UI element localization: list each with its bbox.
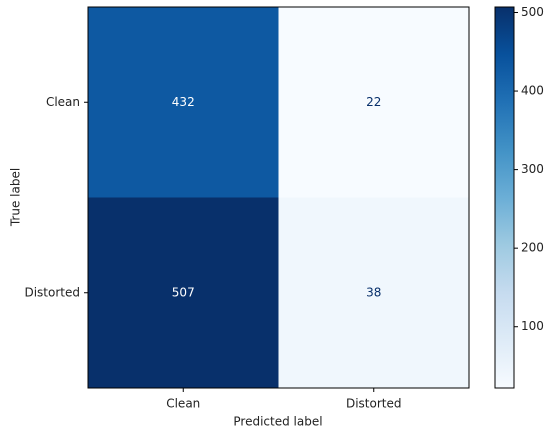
x-tick-label: Clean	[166, 397, 200, 411]
cell-value: 38	[366, 285, 381, 299]
x-axis-label: Predicted label	[233, 415, 322, 429]
y-tick-label: Clean	[46, 95, 80, 109]
cell-value: 432	[172, 95, 195, 109]
x-tick-label: Distorted	[346, 397, 402, 411]
plot-frame	[87, 6, 470, 389]
heatmap-cell	[88, 197, 279, 388]
heatmap-cell	[88, 7, 279, 198]
colorbar	[494, 6, 515, 389]
cell-value: 22	[366, 95, 381, 109]
colorbar-tick-label: 300	[521, 162, 544, 176]
y-tick-label: Distorted	[24, 285, 80, 299]
heatmap-cell	[278, 197, 469, 388]
colorbar-tick-label: 100	[521, 319, 544, 333]
colorbar-tick-label: 400	[521, 84, 544, 98]
colorbar-tick-label: 200	[521, 241, 544, 255]
heatmap-cell	[278, 7, 469, 198]
y-axis-label: True label	[9, 168, 23, 227]
colorbar-tick-label: 500	[521, 5, 544, 19]
cell-value: 507	[172, 285, 195, 299]
